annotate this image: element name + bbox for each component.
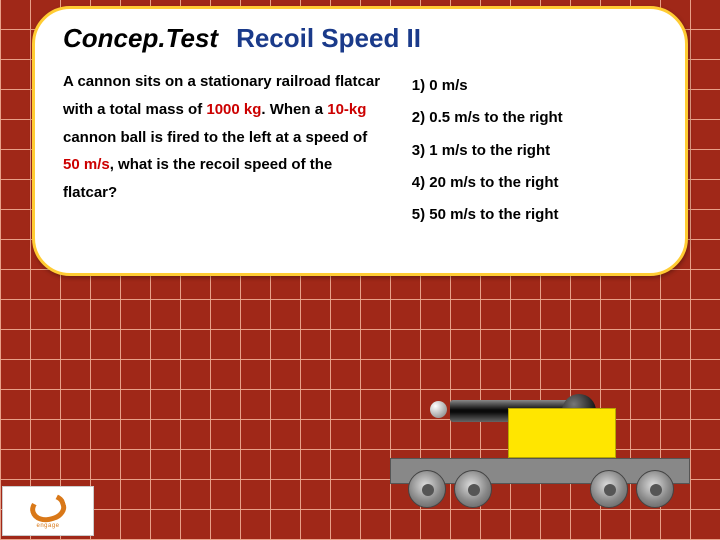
question-card: Concep.Test Recoil Speed II A cannon sit…	[32, 6, 688, 276]
wheel-icon	[408, 470, 446, 508]
wheel-icon	[590, 470, 628, 508]
wheel-icon	[454, 470, 492, 508]
cannon-base	[508, 408, 616, 458]
answer-list: 1) 0 m/s2) 0.5 m/s to the right3) 1 m/s …	[412, 68, 657, 231]
engage-logo: engage	[2, 486, 94, 536]
cannon-ball	[430, 401, 447, 418]
title-row: Concep.Test Recoil Speed II	[63, 23, 657, 54]
answer-option[interactable]: 2) 0.5 m/s to the right	[412, 102, 657, 134]
logo-swirl-icon	[27, 489, 70, 527]
cannon-illustration	[390, 350, 690, 510]
answer-option[interactable]: 5) 50 m/s to the right	[412, 199, 657, 231]
content-row: A cannon sits on a stationary railroad f…	[63, 68, 657, 231]
question-text: A cannon sits on a stationary railroad f…	[63, 68, 382, 231]
answer-option[interactable]: 1) 0 m/s	[412, 70, 657, 102]
title-subtitle: Recoil Speed II	[236, 23, 421, 54]
wheel-icon	[636, 470, 674, 508]
answer-option[interactable]: 3) 1 m/s to the right	[412, 135, 657, 167]
logo-label: engage	[36, 523, 59, 529]
answer-option[interactable]: 4) 20 m/s to the right	[412, 167, 657, 199]
title-concep: Concep.Test	[63, 23, 218, 54]
